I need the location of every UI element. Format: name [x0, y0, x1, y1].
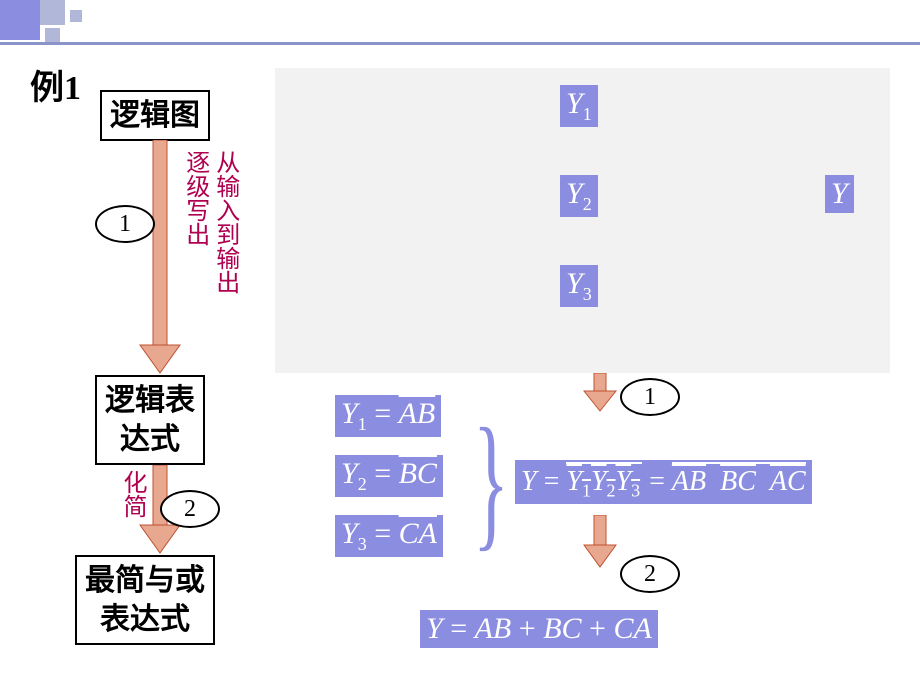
label-y-out: Y [825, 175, 854, 213]
note-step2: 化简 [115, 470, 150, 518]
page-title: 例1 [30, 60, 81, 109]
eq-y1: Y1 = AB [335, 395, 441, 437]
label-y1: Y1 [560, 85, 598, 127]
note-step1a: 从输入到输出 [210, 150, 239, 294]
eq-final: Y = AB + BC + CA [420, 610, 658, 648]
eq-main: Y = Y1Y2Y3 = AB BC AC [515, 460, 812, 504]
box2-l2: 达式 [120, 423, 180, 456]
oval-r1: 1 [620, 378, 680, 416]
oval-step1: 1 [95, 205, 155, 243]
oval-step2: 2 [160, 490, 220, 528]
arrow-1 [135, 140, 185, 375]
label-y2: Y2 [560, 175, 598, 217]
brace-icon: } [473, 395, 509, 567]
eq-y3: Y3 = CA [335, 515, 443, 557]
note-step1b: 逐级写出 [180, 150, 209, 246]
box-logic-diagram: 逻辑图 [100, 90, 210, 141]
box3-l2: 表达式 [100, 603, 190, 636]
box3-l1: 最简与或 [85, 564, 205, 597]
oval-r2: 2 [620, 555, 680, 593]
box-simplest-expr: 最简与或 表达式 [75, 555, 215, 645]
eq-y2: Y2 = BC [335, 455, 443, 497]
arrow-r1 [580, 373, 620, 413]
arrow-r2 [580, 515, 620, 570]
box2-l1: 逻辑表 [105, 384, 195, 417]
label-y3: Y3 [560, 265, 598, 307]
corner-decoration [0, 0, 180, 45]
box-logic-expr: 逻辑表 达式 [95, 375, 205, 465]
